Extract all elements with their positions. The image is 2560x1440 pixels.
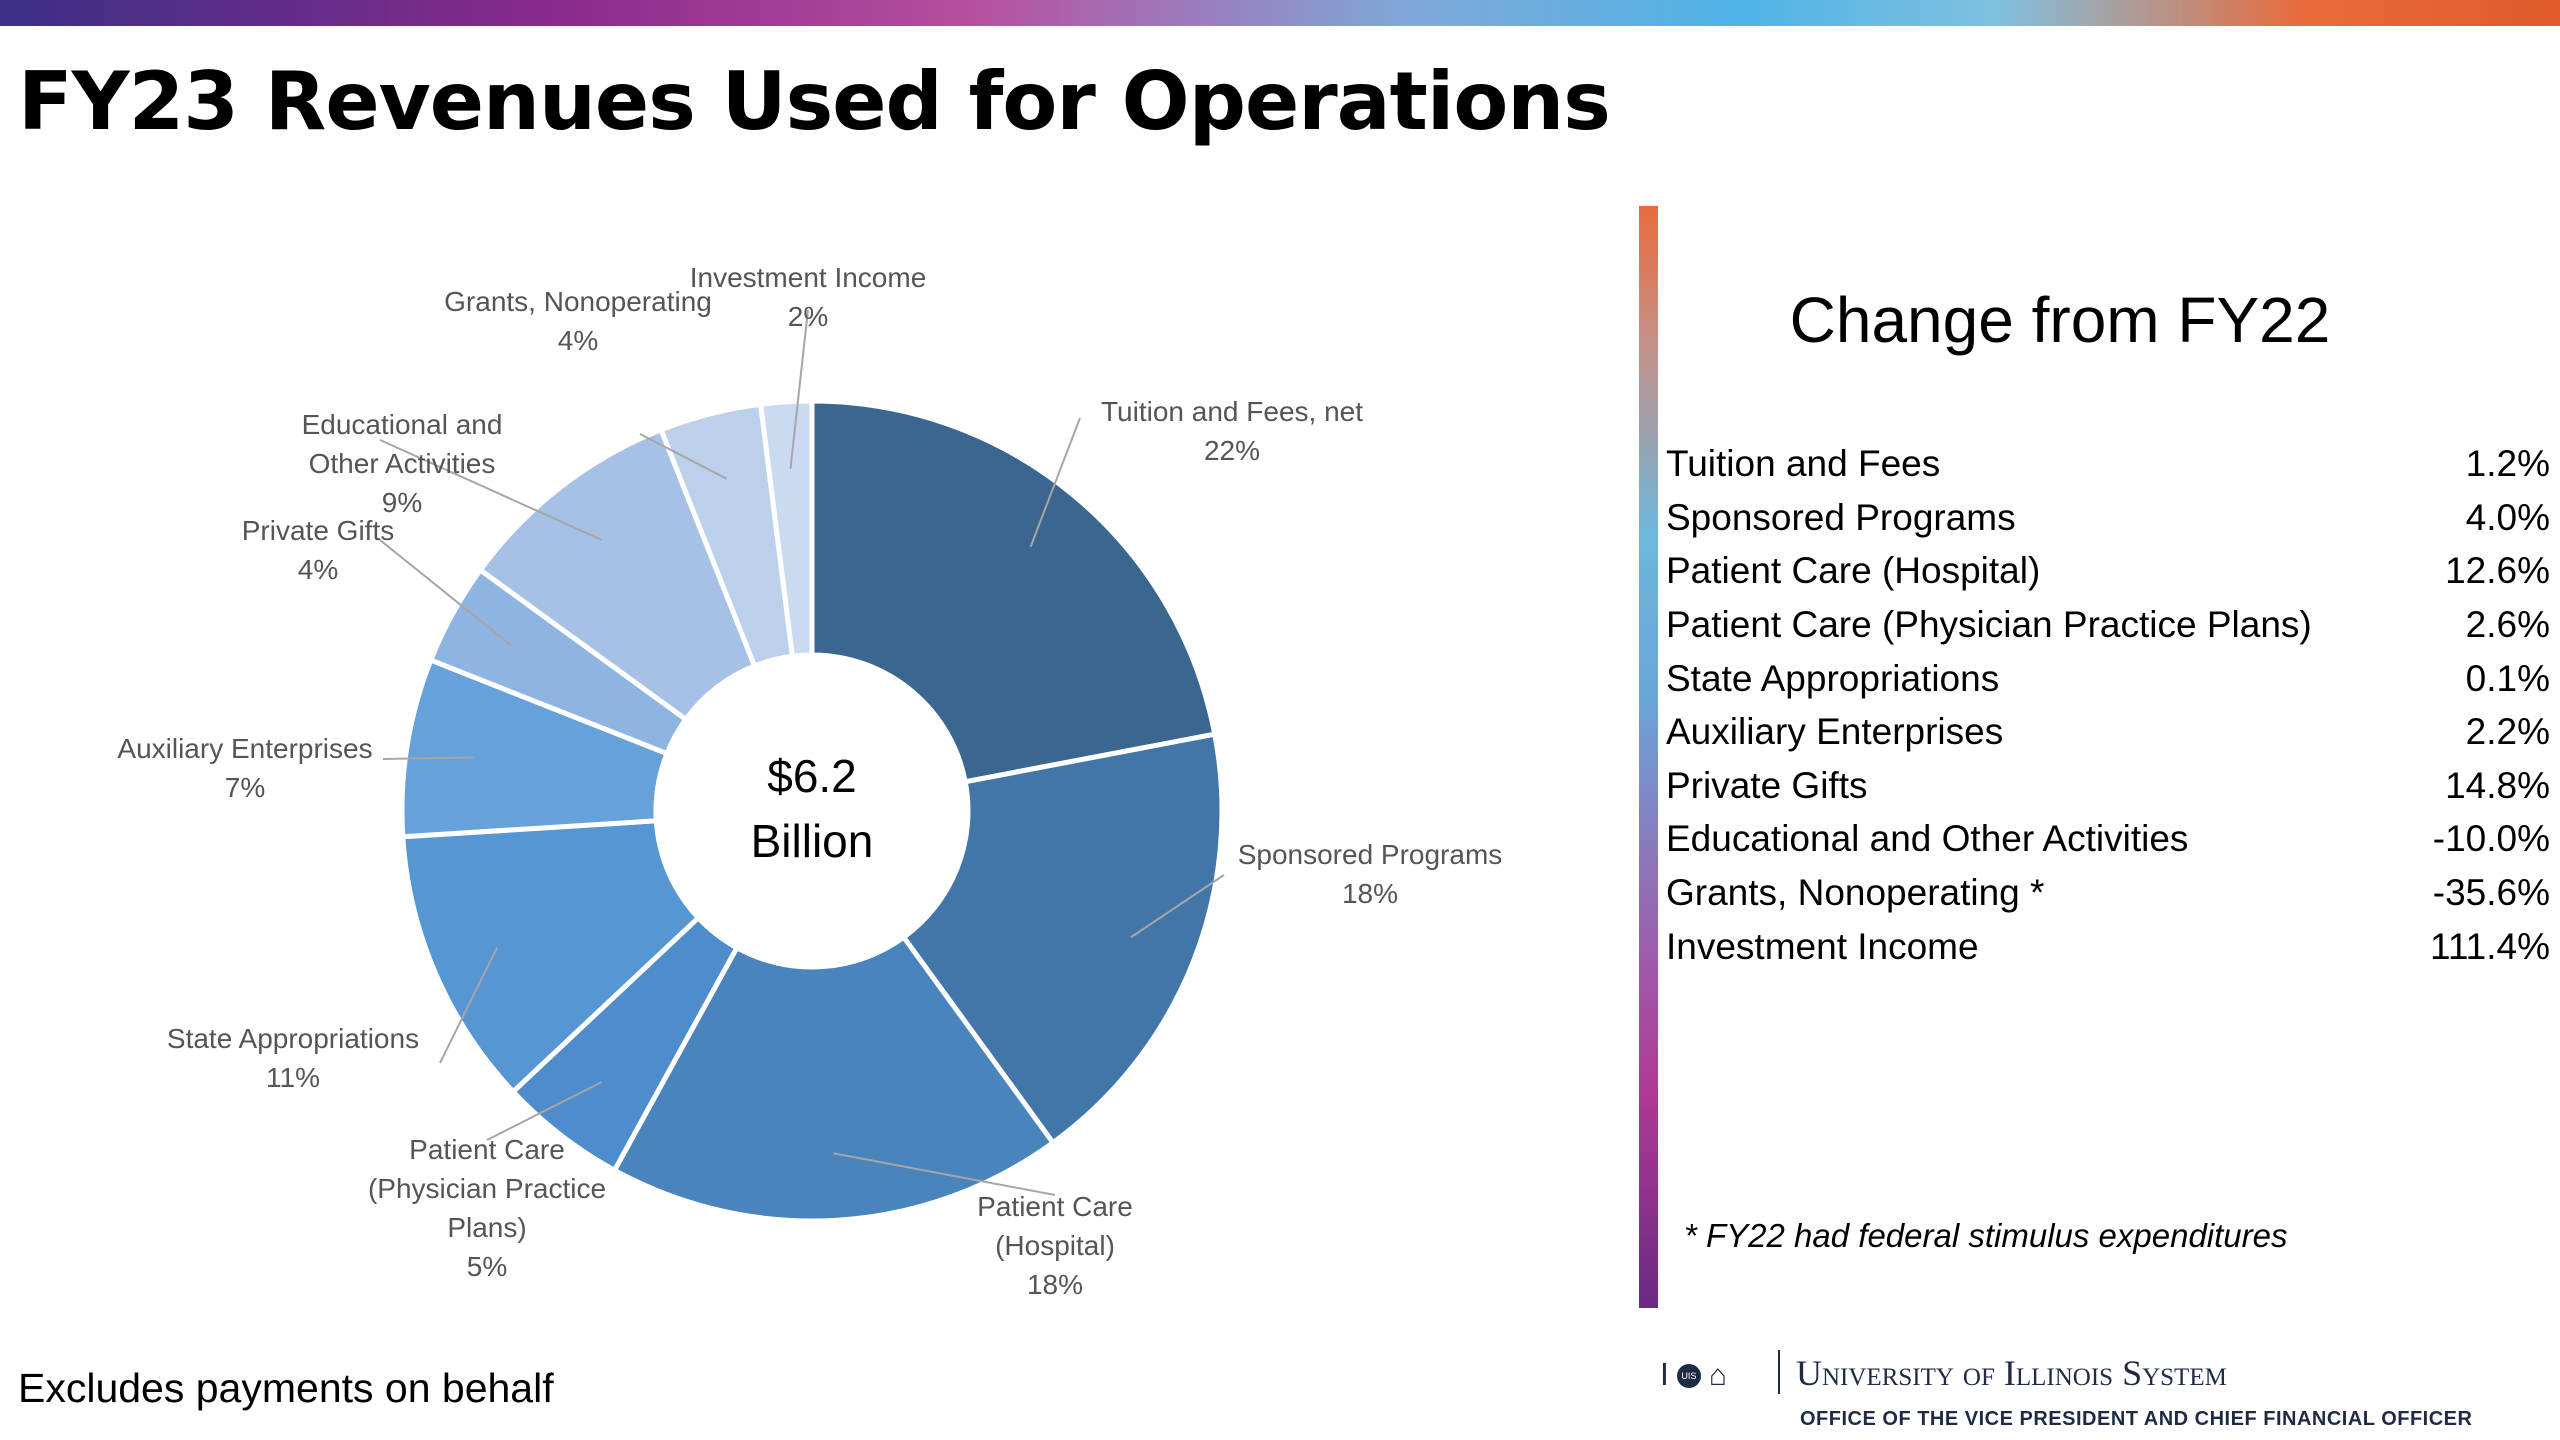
change-row: Investment Income 111.4% (1666, 919, 2550, 973)
slice-name: (Physician Practice (368, 1173, 606, 1204)
slice-percent: 18% (1342, 878, 1398, 909)
change-label: Private Gifts (1666, 764, 1868, 806)
slice-name: Investment Income (690, 262, 927, 293)
change-value: 14.8% (2445, 764, 2550, 806)
slice-name: Private Gifts (242, 515, 394, 546)
leader-line (379, 439, 603, 541)
change-value: 4.0% (2465, 496, 2550, 538)
change-value: 111.4% (2430, 925, 2550, 967)
slice-percent: 18% (1027, 1269, 1083, 1300)
slice-name: Patient Care (977, 1191, 1133, 1222)
slice-name: Plans) (447, 1212, 526, 1243)
change-row: State Appropriations 0.1% (1666, 651, 2550, 705)
slice-percent: 4% (298, 554, 338, 585)
change-label: Auxiliary Enterprises (1666, 711, 2004, 753)
leader-line (833, 1152, 1056, 1196)
slice-label: Grants, Nonoperating 4% (444, 286, 712, 356)
slice-label: Educational and Other Activities 9% (302, 409, 503, 518)
change-label: Grants, Nonoperating * (1666, 872, 2045, 914)
change-row: Auxiliary Enterprises 2.2% (1666, 705, 2550, 759)
center-amount: $6.2 (767, 750, 857, 802)
logo-icons: Ⅰ UIS ⌂ (1660, 1356, 1727, 1396)
change-label: Patient Care (Hospital) (1666, 550, 2041, 592)
change-row: Tuition and Fees 1.2% (1666, 437, 2550, 491)
change-value: 2.2% (2465, 711, 2550, 753)
center-unit: Billion (751, 815, 874, 867)
change-value: -35.6% (2432, 872, 2550, 914)
change-label: Tuition and Fees (1666, 443, 1941, 485)
slice-percent: 22% (1204, 435, 1260, 466)
capitol-dome-icon: ⌂ (1708, 1359, 1727, 1392)
university-logo: Ⅰ UIS ⌂ University of Illinois System OF… (1660, 1350, 2560, 1440)
change-label: Investment Income (1666, 925, 1979, 967)
change-panel-title: Change from FY22 (1789, 284, 2331, 356)
slice-percent: 4% (558, 325, 598, 356)
top-gradient-bar (0, 0, 2560, 26)
slice-label: Auxiliary Enterprises 7% (117, 733, 372, 803)
leader-line (379, 539, 513, 647)
page-title: FY23 Revenues Used for Operations (18, 55, 1611, 148)
office-name: OFFICE OF THE VICE PRESIDENT AND CHIEF F… (1800, 1408, 2473, 1430)
slice-label: Investment Income 2% (690, 262, 927, 332)
change-label: State Appropriations (1666, 657, 2000, 699)
slice-label: Patient Care (Physician Practice Plans) 5% (368, 1134, 606, 1282)
change-row: Patient Care (Physician Practice Plans) … (1666, 598, 2550, 652)
change-row: Grants, Nonoperating * -35.6% (1666, 866, 2550, 920)
slice-label: Private Gifts 4% (242, 515, 394, 585)
change-label: Educational and Other Activities (1666, 818, 2189, 860)
change-value: 12.6% (2445, 550, 2550, 592)
slice-percent: 2% (788, 301, 828, 332)
uis-seal-icon: UIS (1676, 1364, 1701, 1388)
stimulus-footnote: * FY22 had federal stimulus expenditures (1684, 1217, 2288, 1254)
leader-line (486, 1081, 603, 1141)
change-value: 0.1% (2465, 657, 2550, 699)
leader-line (382, 756, 474, 760)
slice-name: (Hospital) (995, 1230, 1115, 1261)
leader-line (639, 433, 728, 480)
slice-percent: 5% (467, 1251, 507, 1282)
slice-name: Tuition and Fees, net (1101, 396, 1363, 427)
slice-percent: 7% (225, 772, 265, 803)
change-row: Patient Care (Hospital) 12.6% (1666, 544, 2550, 598)
slice-name: Sponsored Programs (1238, 839, 1503, 870)
slice-name: Educational and (302, 409, 503, 440)
change-label: Sponsored Programs (1666, 496, 2016, 538)
change-table: Tuition and Fees 1.2% Sponsored Programs… (1666, 437, 2550, 973)
block-i-icon: Ⅰ (1660, 1359, 1669, 1392)
slice-name: Grants, Nonoperating (444, 286, 712, 317)
slice-name: State Appropriations (167, 1023, 419, 1054)
university-name: University of Illinois System (1796, 1353, 2227, 1393)
change-value: 2.6% (2465, 604, 2550, 646)
vertical-accent-bar (1639, 206, 1658, 1308)
slice-percent: 11% (266, 1062, 320, 1093)
change-value: -10.0% (2432, 818, 2550, 860)
slice-percent: 9% (382, 487, 422, 518)
slice-label: State Appropriations 11% (167, 1023, 419, 1093)
slice-label: Patient Care (Hospital) 18% (977, 1191, 1133, 1300)
excludes-note: Excludes payments on behalf (18, 1365, 554, 1411)
change-row: Sponsored Programs 4.0% (1666, 491, 2550, 545)
donut-hole (656, 655, 968, 967)
leader-line (439, 946, 499, 1064)
change-value: 1.2% (2465, 443, 2550, 485)
revenue-donut-chart: Tuition and Fees, net 22% Sponsored Progra… (117, 262, 1502, 1300)
slice-label: Tuition and Fees, net 22% (1101, 396, 1363, 466)
leader-line (1130, 874, 1225, 939)
slice-name: Auxiliary Enterprises (117, 733, 372, 764)
change-label: Patient Care (Physician Practice Plans) (1666, 604, 2312, 646)
change-row: Private Gifts 14.8% (1666, 759, 2550, 813)
donut-center-label: $6.2 Billion (656, 655, 968, 967)
slice-name: Patient Care (409, 1134, 565, 1165)
change-row: Educational and Other Activities -10.0% (1666, 812, 2550, 866)
leader-line (1029, 417, 1081, 548)
slice-labels: Tuition and Fees, net 22% Sponsored Progra… (117, 262, 1502, 1300)
logo-divider (1778, 1350, 1780, 1394)
leader-line (789, 309, 809, 469)
slice-name: Other Activities (309, 448, 496, 479)
leader-lines (379, 309, 1225, 1196)
slice-label: Sponsored Programs 18% (1238, 839, 1503, 909)
